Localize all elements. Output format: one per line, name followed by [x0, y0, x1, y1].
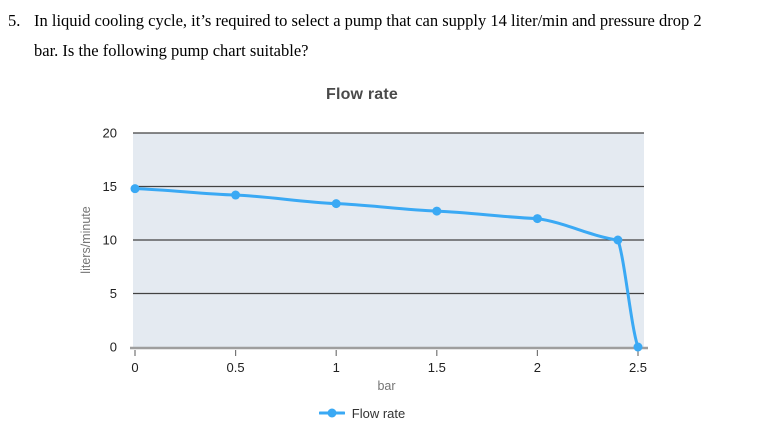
svg-text:2.5: 2.5 [629, 360, 647, 375]
svg-text:bar: bar [377, 379, 395, 393]
question-line-2: bar. Is the following pump chart suitabl… [34, 41, 309, 60]
svg-text:20: 20 [103, 126, 117, 141]
svg-text:15: 15 [103, 179, 117, 194]
svg-text:liters/minute: liters/minute [79, 206, 93, 273]
question-body: In liquid cooling cycle, it’s required t… [34, 6, 773, 66]
legend-label: Flow rate [351, 405, 406, 421]
chart-title: Flow rate [325, 86, 399, 103]
question-text: 5. In liquid cooling cycle, it’s require… [8, 6, 773, 66]
svg-text:0.5: 0.5 [227, 360, 245, 375]
svg-text:2: 2 [534, 360, 541, 375]
chart-legend: Flow rate [76, 405, 648, 421]
plot-area: 0 5 10 15 20 0 0.5 1 1.5 2 2.5 bar liters/minute [79, 126, 648, 393]
svg-text:10: 10 [103, 233, 117, 248]
legend-marker-icon [318, 408, 345, 418]
svg-text:5: 5 [110, 286, 117, 301]
svg-text:0: 0 [131, 360, 138, 375]
svg-text:1.5: 1.5 [428, 360, 446, 375]
question-line-1: In liquid cooling cycle, it’s required t… [34, 11, 702, 30]
svg-text:0: 0 [110, 340, 117, 355]
flow-rate-chart: Flow rate 0 5 10 15 20 0 0.5 1 1.5 2 2.5 bar liters/… [76, 84, 648, 421]
svg-text:1: 1 [333, 360, 340, 375]
question-number: 5. [8, 11, 21, 30]
